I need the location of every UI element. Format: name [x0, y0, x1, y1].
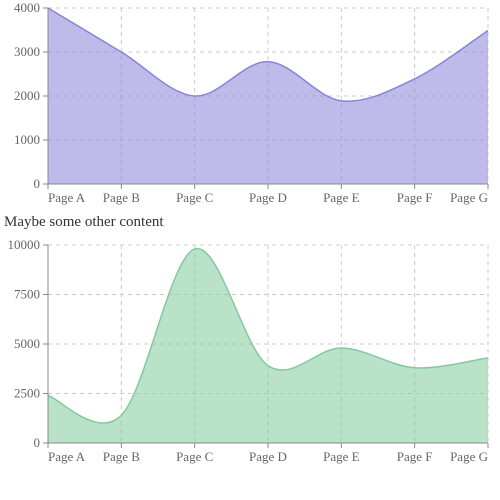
x-category-label: Page D: [249, 449, 287, 464]
x-category-label: Page G: [450, 449, 488, 464]
chart-svg: 0 2500 5000 7500 10000 Page A Page B Page C Page…: [0, 237, 500, 469]
x-category-label: Page F: [397, 190, 433, 205]
area-chart-bottom: 0 2500 5000 7500 10000 Page A Page B Page C Page…: [0, 237, 500, 469]
y-tick-label: 1000: [14, 132, 40, 147]
chart-svg: 0 1000 2000 3000 4000 Page A Page B Page C Page …: [0, 0, 500, 210]
y-tick-label: 0: [34, 176, 41, 191]
x-category-label: Page G: [450, 190, 488, 205]
x-category-label: Page B: [103, 190, 141, 205]
area-chart-top: 0 1000 2000 3000 4000 Page A Page B Page C Page …: [0, 0, 500, 210]
x-category-label: Page E: [323, 449, 360, 464]
x-category-label: Page D: [249, 190, 287, 205]
x-category-label: Page C: [176, 190, 213, 205]
y-tick-label: 0: [34, 435, 41, 450]
y-tick-label: 3000: [14, 44, 40, 59]
y-tick-label: 2500: [14, 386, 40, 401]
x-category-label: Page C: [176, 449, 213, 464]
x-category-label: Page A: [48, 190, 86, 205]
x-category-label: Page A: [48, 449, 86, 464]
x-category-label: Page B: [103, 449, 141, 464]
y-tick-label: 7500: [14, 287, 40, 302]
y-tick-label: 4000: [14, 0, 40, 15]
x-category-label: Page E: [323, 190, 360, 205]
y-tick-label: 2000: [14, 88, 40, 103]
y-tick-label: 10000: [8, 237, 41, 252]
x-category-label: Page F: [397, 449, 433, 464]
between-text: Maybe some other content: [0, 210, 500, 237]
y-tick-label: 5000: [14, 336, 40, 351]
